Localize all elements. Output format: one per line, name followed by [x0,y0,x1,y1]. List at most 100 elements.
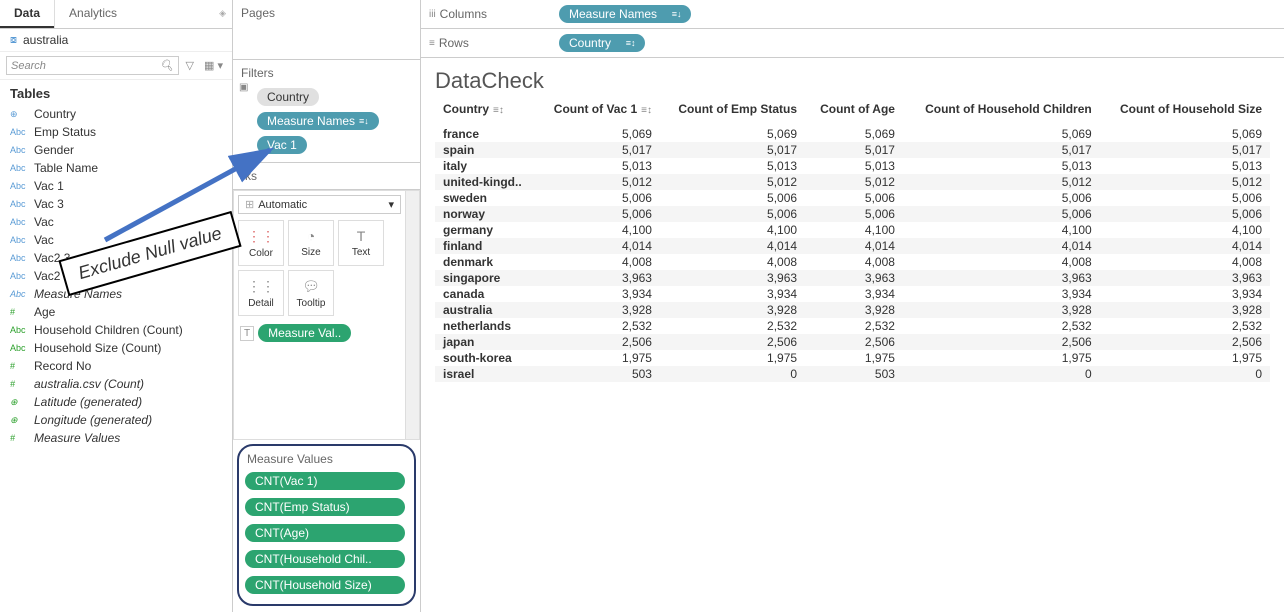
search-input[interactable]: Search 🔍︎ [6,56,179,75]
columns-pill-measure-names[interactable]: Measure Names ≡↓ [559,5,691,23]
field-household-children-count-[interactable]: AbcHousehold Children (Count) [0,321,232,339]
chevron-down-icon: ▾ [388,198,394,211]
country-cell: italy [435,158,537,174]
tab-analytics[interactable]: Analytics◈ [54,0,232,28]
mark-btn-label: Tooltip [297,298,326,309]
value-cell: 3,963 [660,270,805,286]
field-household-size-count-[interactable]: AbcHousehold Size (Count) [0,339,232,357]
pages-shelf[interactable]: Pages [233,0,420,60]
mark-text-button[interactable]: TText [338,220,384,266]
crosstab: Country≡↕Count of Vac 1≡↕Count of Emp St… [421,98,1284,612]
field-label: Longitude (generated) [34,413,152,427]
mv-pill[interactable]: CNT(Vac 1) [245,472,405,490]
value-cell: 4,100 [805,222,903,238]
table-row[interactable]: canada3,9343,9343,9343,9343,934 [435,286,1270,302]
value-cell: 5,013 [1100,158,1270,174]
datasource-row[interactable]: ⧇ australia [0,29,232,52]
pill-label: Country [569,36,611,50]
rows-pill-country[interactable]: Country ≡↕ [559,34,645,52]
table-row[interactable]: finland4,0144,0144,0144,0144,014 [435,238,1270,254]
field-label: Vac 3 [34,197,64,211]
mv-pill[interactable]: CNT(Emp Status) [245,498,405,516]
value-cell: 5,006 [903,206,1100,222]
value-cell: 4,014 [805,238,903,254]
text-icon: T [357,228,366,244]
column-header[interactable]: Count of Household Children [903,98,1100,126]
field-longitude-generated-[interactable]: ⊕Longitude (generated) [0,411,232,429]
value-cell: 1,975 [660,350,805,366]
value-cell: 4,008 [903,254,1100,270]
field-record-no[interactable]: #Record No [0,357,232,375]
field-type-icon: Abc [10,181,28,191]
column-header[interactable]: Count of Age [805,98,903,126]
cards-column: Pages Filters ▣ Country Measure Names≡↓ … [233,0,421,612]
tab-data[interactable]: Data [0,0,54,28]
country-cell: france [435,126,537,142]
table-row[interactable]: south-korea1,9751,9751,9751,9751,975 [435,350,1270,366]
country-cell: netherlands [435,318,537,334]
table-row[interactable]: france5,0695,0695,0695,0695,069 [435,126,1270,142]
table-row[interactable]: united-kingd..5,0125,0125,0125,0125,012 [435,174,1270,190]
table-row[interactable]: denmark4,0084,0084,0084,0084,008 [435,254,1270,270]
value-cell: 2,506 [805,334,903,350]
mv-pill[interactable]: CNT(Household Chil.. [245,550,405,568]
field-measure-names[interactable]: AbcMeasure Names [0,285,232,303]
sort-icon: ≡↕ [626,38,636,48]
country-cell: australia [435,302,537,318]
value-cell: 3,963 [805,270,903,286]
table-row[interactable]: germany4,1004,1004,1004,1004,100 [435,222,1270,238]
marks-scrollbar[interactable] [405,191,419,439]
tooltip-icon: 💬︎ [302,278,320,295]
measure-values-shelf: Measure Values CNT(Vac 1)CNT(Emp Status)… [237,444,416,606]
value-cell: 5,017 [805,142,903,158]
filter-pill-measure-names[interactable]: Measure Names≡↓ [257,112,379,130]
table-row[interactable]: spain5,0175,0175,0175,0175,017 [435,142,1270,158]
sheet-title[interactable]: DataCheck [421,58,1284,98]
mark-tooltip-button[interactable]: 💬︎ Tooltip [288,270,334,316]
country-cell: spain [435,142,537,158]
value-cell: 1,975 [805,350,903,366]
table-row[interactable]: netherlands2,5322,5322,5322,5322,532 [435,318,1270,334]
column-header[interactable]: Country≡↕ [435,98,537,126]
search-icon: 🔍︎ [160,59,174,72]
table-row[interactable]: australia3,9283,9283,9283,9283,928 [435,302,1270,318]
mark-size-button[interactable]: ◔Size [288,220,334,266]
mv-pill[interactable]: CNT(Age) [245,524,405,542]
rows-shelf[interactable]: ≡Rows Country ≡↕ [421,29,1284,58]
field-australia-csv-count-[interactable]: #australia.csv (Count) [0,375,232,393]
table-row[interactable]: italy5,0135,0135,0135,0135,013 [435,158,1270,174]
mark-detail-button[interactable]: ⋮⋮Detail [238,270,284,316]
filter-pill-country[interactable]: Country [257,88,319,106]
field-age[interactable]: #Age [0,303,232,321]
field-measure-values[interactable]: #Measure Values [0,429,232,447]
value-cell: 4,014 [660,238,805,254]
value-cell: 3,928 [537,302,660,318]
column-header[interactable]: Count of Household Size [1100,98,1270,126]
field-type-icon: Abc [10,289,28,299]
value-cell: 5,013 [537,158,660,174]
table-row[interactable]: japan2,5062,5062,5062,5062,506 [435,334,1270,350]
value-cell: 0 [903,366,1100,382]
country-cell: sweden [435,190,537,206]
value-cell: 5,069 [805,126,903,142]
mv-pill[interactable]: CNT(Household Size) [245,576,405,594]
value-cell: 4,008 [805,254,903,270]
value-cell: 5,006 [660,190,805,206]
column-header[interactable]: Count of Emp Status [660,98,805,126]
value-cell: 3,928 [805,302,903,318]
field-type-icon: Abc [10,127,28,137]
field-emp-status[interactable]: AbcEmp Status [0,123,232,141]
view-icon[interactable]: ▦ ▾ [201,59,226,72]
table-row[interactable]: singapore3,9633,9633,9633,9633,963 [435,270,1270,286]
columns-label: Columns [440,7,487,21]
table-row[interactable]: norway5,0065,0065,0065,0065,006 [435,206,1270,222]
column-header[interactable]: Count of Vac 1≡↕ [537,98,660,126]
pill-measure-values[interactable]: Measure Val.. [258,324,351,342]
columns-shelf[interactable]: iiiColumns Measure Names ≡↓ [421,0,1284,29]
filter-icon[interactable]: ▽ [183,59,197,72]
table-row[interactable]: israel503050300 [435,366,1270,382]
field-country[interactable]: ⊕Country [0,105,232,123]
table-row[interactable]: sweden5,0065,0065,0065,0065,006 [435,190,1270,206]
value-cell: 2,532 [805,318,903,334]
field-latitude-generated-[interactable]: ⊕Latitude (generated) [0,393,232,411]
